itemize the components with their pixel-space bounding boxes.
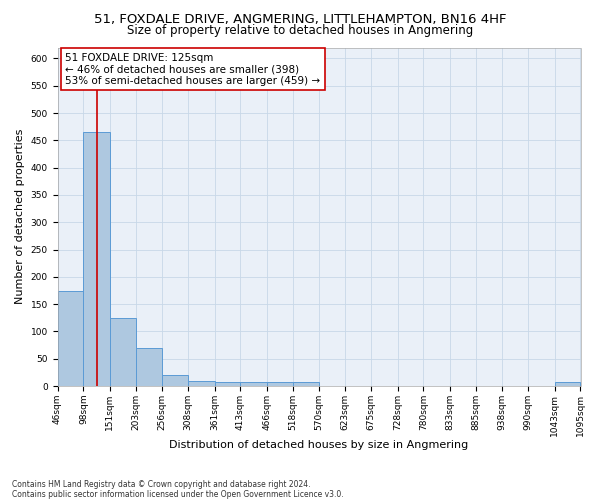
X-axis label: Distribution of detached houses by size in Angmering: Distribution of detached houses by size …: [169, 440, 469, 450]
Bar: [162, 375, 188, 386]
Text: 51 FOXDALE DRIVE: 125sqm
← 46% of detached houses are smaller (398)
53% of semi-: 51 FOXDALE DRIVE: 125sqm ← 46% of detach…: [65, 52, 320, 86]
Bar: [554, 382, 580, 386]
Text: Size of property relative to detached houses in Angmering: Size of property relative to detached ho…: [127, 24, 473, 37]
Bar: [83, 132, 110, 386]
Bar: [58, 290, 83, 386]
Bar: [241, 382, 267, 386]
Text: Contains HM Land Registry data © Crown copyright and database right 2024.
Contai: Contains HM Land Registry data © Crown c…: [12, 480, 344, 499]
Bar: [293, 382, 319, 386]
Bar: [188, 380, 215, 386]
Bar: [215, 382, 241, 386]
Bar: [267, 382, 293, 386]
Y-axis label: Number of detached properties: Number of detached properties: [15, 129, 25, 304]
Bar: [110, 318, 136, 386]
Bar: [136, 348, 162, 386]
Text: 51, FOXDALE DRIVE, ANGMERING, LITTLEHAMPTON, BN16 4HF: 51, FOXDALE DRIVE, ANGMERING, LITTLEHAMP…: [94, 12, 506, 26]
